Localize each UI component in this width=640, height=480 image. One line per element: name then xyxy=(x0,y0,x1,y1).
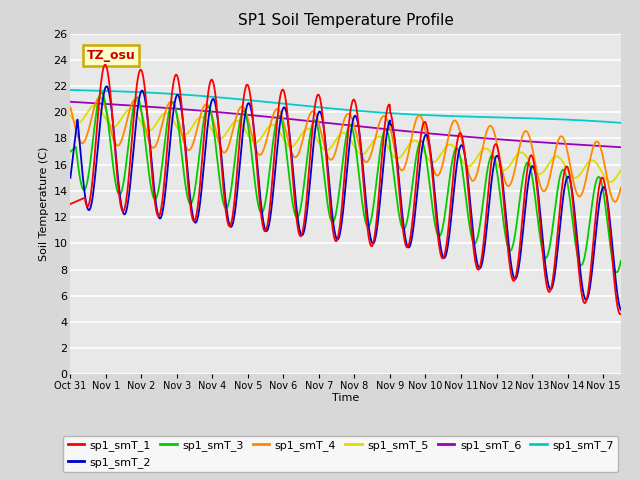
sp1_smT_4 xyxy=(129,98,137,104)
sp1_smT_1 xyxy=(301,208,309,214)
sp1_smT_4 xyxy=(611,199,619,204)
sp1_smT_2 xyxy=(162,183,170,189)
sp1_smT_2 xyxy=(67,175,74,180)
sp1_smT_6 xyxy=(162,105,170,111)
X-axis label: Time: Time xyxy=(332,393,359,403)
sp1_smT_6 xyxy=(129,103,137,108)
sp1_smT_7 xyxy=(301,103,309,109)
sp1_smT_3 xyxy=(301,169,309,175)
sp1_smT_1 xyxy=(547,286,555,292)
sp1_smT_7 xyxy=(617,120,625,126)
sp1_smT_1 xyxy=(129,119,137,124)
sp1_smT_3 xyxy=(129,105,137,110)
sp1_smT_6 xyxy=(617,144,625,150)
sp1_smT_5 xyxy=(129,108,137,113)
sp1_smT_4 xyxy=(547,169,555,175)
sp1_smT_6 xyxy=(67,99,74,105)
sp1_smT_3 xyxy=(606,242,614,248)
sp1_smT_6 xyxy=(606,144,614,149)
Line: sp1_smT_5: sp1_smT_5 xyxy=(70,105,621,182)
sp1_smT_4 xyxy=(96,94,104,100)
Line: sp1_smT_2: sp1_smT_2 xyxy=(70,86,621,310)
sp1_smT_4 xyxy=(67,105,74,110)
sp1_smT_4 xyxy=(162,107,170,113)
sp1_smT_7 xyxy=(278,101,285,107)
sp1_smT_2 xyxy=(547,287,555,292)
sp1_smT_7 xyxy=(129,89,137,95)
sp1_smT_1 xyxy=(101,62,109,68)
sp1_smT_2 xyxy=(129,148,137,154)
sp1_smT_1 xyxy=(617,311,625,317)
sp1_smT_1 xyxy=(606,230,614,236)
sp1_smT_3 xyxy=(617,258,625,264)
sp1_smT_7 xyxy=(606,119,614,125)
sp1_smT_2 xyxy=(606,220,614,226)
sp1_smT_5 xyxy=(91,102,99,108)
sp1_smT_6 xyxy=(301,118,309,123)
sp1_smT_3 xyxy=(547,237,555,243)
Line: sp1_smT_4: sp1_smT_4 xyxy=(70,97,621,202)
Line: sp1_smT_6: sp1_smT_6 xyxy=(70,102,621,147)
sp1_smT_2 xyxy=(102,84,110,89)
sp1_smT_5 xyxy=(617,167,625,173)
sp1_smT_2 xyxy=(278,110,285,116)
sp1_smT_1 xyxy=(278,88,285,94)
sp1_smT_1 xyxy=(162,159,170,165)
sp1_smT_2 xyxy=(617,307,625,312)
Y-axis label: Soil Temperature (C): Soil Temperature (C) xyxy=(39,147,49,261)
sp1_smT_4 xyxy=(301,126,309,132)
sp1_smT_5 xyxy=(278,132,285,138)
sp1_smT_7 xyxy=(67,87,74,93)
sp1_smT_3 xyxy=(98,90,106,96)
sp1_smT_5 xyxy=(301,127,309,132)
sp1_smT_6 xyxy=(547,140,554,146)
sp1_smT_3 xyxy=(278,118,285,123)
sp1_smT_4 xyxy=(606,189,614,195)
sp1_smT_5 xyxy=(607,179,614,185)
sp1_smT_5 xyxy=(162,110,170,116)
sp1_smT_5 xyxy=(606,179,614,185)
sp1_smT_1 xyxy=(616,312,624,317)
Text: TZ_osu: TZ_osu xyxy=(87,49,136,62)
Line: sp1_smT_1: sp1_smT_1 xyxy=(70,65,621,314)
sp1_smT_3 xyxy=(67,149,74,155)
sp1_smT_2 xyxy=(301,221,309,227)
sp1_smT_1 xyxy=(67,201,74,207)
sp1_smT_3 xyxy=(162,129,170,134)
Line: sp1_smT_7: sp1_smT_7 xyxy=(70,90,621,123)
Title: SP1 Soil Temperature Profile: SP1 Soil Temperature Profile xyxy=(237,13,454,28)
sp1_smT_3 xyxy=(613,269,621,275)
sp1_smT_6 xyxy=(278,115,285,121)
sp1_smT_4 xyxy=(617,185,625,191)
sp1_smT_4 xyxy=(278,113,285,119)
sp1_smT_7 xyxy=(162,91,170,96)
Line: sp1_smT_3: sp1_smT_3 xyxy=(70,93,621,272)
sp1_smT_5 xyxy=(67,112,74,118)
sp1_smT_7 xyxy=(547,116,554,122)
sp1_smT_5 xyxy=(547,158,555,164)
Legend: sp1_smT_1, sp1_smT_2, sp1_smT_3, sp1_smT_4, sp1_smT_5, sp1_smT_6, sp1_smT_7: sp1_smT_1, sp1_smT_2, sp1_smT_3, sp1_smT… xyxy=(63,436,618,472)
